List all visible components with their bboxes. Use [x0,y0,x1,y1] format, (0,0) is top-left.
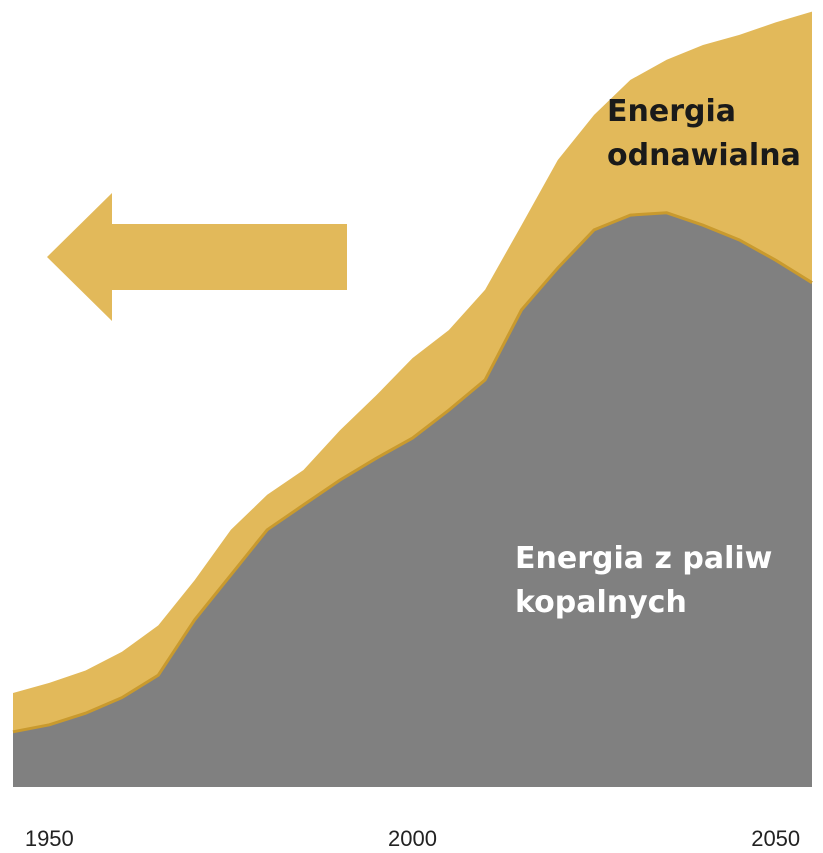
series-label: Energia z paliw kopalnych [515,541,773,620]
series-label: Energia odnawialna [607,94,801,173]
x-tick-label: 1950 [25,826,74,851]
boundary-line [12,211,813,734]
area [13,11,812,732]
x-tick-label: 2000 [388,826,437,851]
x-tick-label: 2050 [751,826,800,851]
area [13,212,812,788]
arrow [47,193,347,321]
